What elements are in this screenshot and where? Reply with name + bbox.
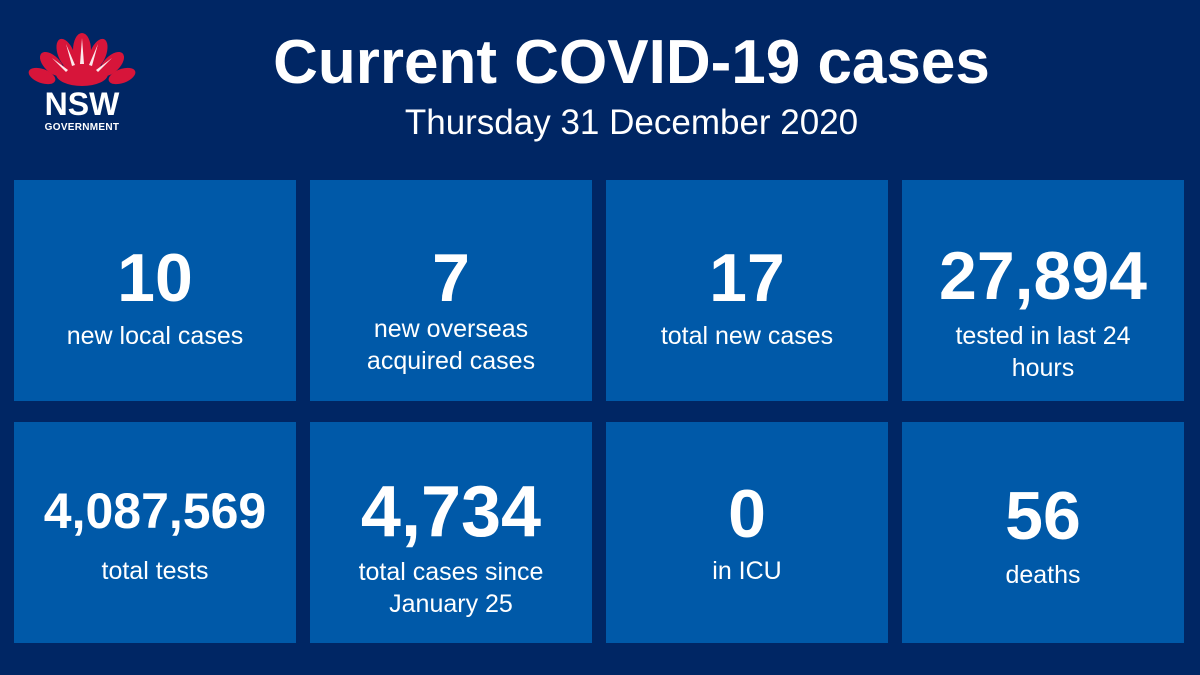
stat-label: total tests xyxy=(101,557,209,585)
stat-label: new local cases xyxy=(66,322,244,350)
stat-value: 4,734 xyxy=(360,472,542,552)
stat-tile-total-tests: 4,087,569 total tests xyxy=(14,422,296,643)
stat-tile-tested-last-24-hours: 27,894 tested in last 24 hours xyxy=(902,180,1184,401)
stat-value: 17 xyxy=(709,240,785,316)
stat-label: in ICU xyxy=(712,557,782,585)
stat-value: 4,087,569 xyxy=(43,483,267,539)
waratah-icon xyxy=(28,33,136,86)
logo-subtext: GOVERNMENT xyxy=(44,122,120,133)
page-title: Current COVID-19 cases xyxy=(273,28,990,97)
stat-value: 27,894 xyxy=(939,238,1147,314)
stat-tile-total-new-cases: 17 total new cases xyxy=(606,180,888,401)
stat-tile-new-local-cases: 10 new local cases xyxy=(14,180,296,401)
report-date: Thursday 31 December 2020 xyxy=(404,103,859,142)
logo-wordmark: NSW xyxy=(44,86,120,122)
stat-label: tested in last 24 hours xyxy=(955,322,1131,382)
stat-label: total new cases xyxy=(660,322,834,350)
stat-tile-in-icu: 0 in ICU xyxy=(606,422,888,643)
stat-tile-new-overseas-cases: 7 new overseas acquired cases xyxy=(310,180,592,401)
stat-label: new overseas acquired cases xyxy=(366,315,536,375)
nsw-government-logo: NSW GOVERNMENT xyxy=(22,30,142,142)
stat-value: 0 xyxy=(728,476,766,552)
stat-tile-total-cases-since: 4,734 total cases since January 25 xyxy=(310,422,592,643)
stat-value: 56 xyxy=(1005,478,1081,554)
stat-value: 10 xyxy=(117,240,193,316)
stat-label: total cases since January 25 xyxy=(358,558,544,618)
stat-tile-deaths: 56 deaths xyxy=(902,422,1184,643)
stat-label: deaths xyxy=(1005,561,1081,589)
stat-value: 7 xyxy=(432,240,470,316)
